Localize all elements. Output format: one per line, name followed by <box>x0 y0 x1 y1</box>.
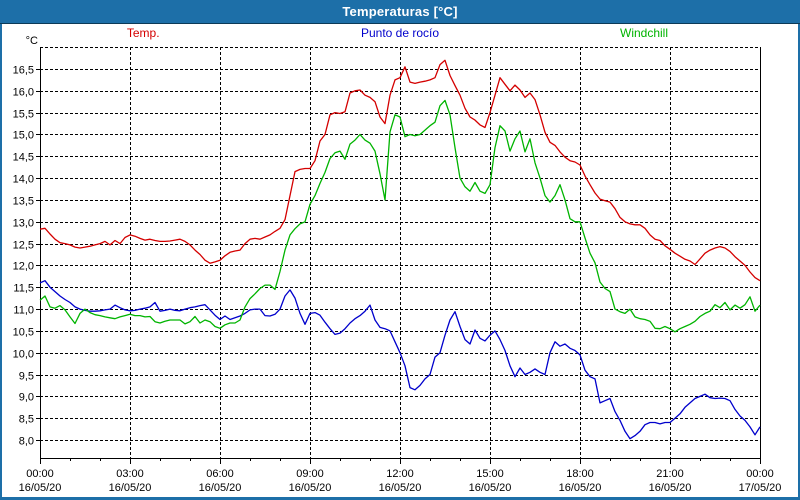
y-tick-label: 16,5 <box>13 65 34 77</box>
y-tick-label: 8,0 <box>19 436 34 448</box>
y-tick-label: 15,0 <box>13 130 34 142</box>
windchill-line <box>39 99 761 333</box>
y-tick-label: 12,0 <box>13 261 34 273</box>
x-tick-time: 06:00 <box>206 468 234 480</box>
y-tick-label: 9,5 <box>19 371 34 383</box>
x-tick-date: 17/05/20 <box>739 482 782 494</box>
x-tick-time: 00:00 <box>26 468 54 480</box>
y-axis-unit-label: °C <box>26 35 38 47</box>
x-tick-time: 15:00 <box>476 468 504 480</box>
y-tick-label: 13,5 <box>13 196 34 208</box>
x-tick-date: 16/05/20 <box>379 482 422 494</box>
y-tick-label: 12,5 <box>13 240 34 252</box>
y-tick-label: 11,0 <box>13 305 34 317</box>
x-tick-date: 16/05/20 <box>649 482 692 494</box>
y-tick-label: 10,0 <box>13 349 34 361</box>
legend-temp: Temp. <box>126 26 160 40</box>
x-tick-date: 16/05/20 <box>559 482 602 494</box>
x-tick-date: 16/05/20 <box>289 482 332 494</box>
y-tick-label: 13,0 <box>13 218 34 230</box>
window-border-bottom <box>0 497 800 500</box>
x-tick-time: 18:00 <box>566 468 594 480</box>
x-tick-date: 16/05/20 <box>109 482 152 494</box>
legend: Temp. Punto de rocío Windchill <box>0 26 800 44</box>
x-tick-time: 09:00 <box>296 468 324 480</box>
y-tick-label: 11,5 <box>13 283 34 295</box>
y-tick-label: 14,0 <box>13 174 34 186</box>
y-tick-label: 10,5 <box>13 327 34 339</box>
x-tick-time: 12:00 <box>386 468 414 480</box>
x-tick-time: 03:00 <box>116 468 144 480</box>
x-tick-time: 21:00 <box>656 468 684 480</box>
legend-punto-de-rocio: Punto de rocío <box>360 26 440 40</box>
x-tick-date: 16/05/20 <box>19 482 62 494</box>
window-border-left <box>0 24 2 500</box>
window-border-right <box>798 24 800 500</box>
y-tick-label: 14,5 <box>13 152 34 164</box>
punto-de-roc-o-line <box>39 280 761 440</box>
x-tick-time: 00:00 <box>746 468 774 480</box>
temp-line <box>39 59 761 282</box>
y-tick-label: 9,0 <box>19 392 34 404</box>
y-tick-label: 15,5 <box>13 109 34 121</box>
x-tick-date: 16/05/20 <box>199 482 242 494</box>
y-tick-label: 8,5 <box>19 414 34 426</box>
legend-windchill: Windchill <box>619 26 669 40</box>
window-title: Temperaturas [°C] <box>342 4 458 19</box>
x-tick-date: 16/05/20 <box>469 482 512 494</box>
window-titlebar: Temperaturas [°C] <box>0 0 800 24</box>
y-tick-label: 16,0 <box>13 87 34 99</box>
